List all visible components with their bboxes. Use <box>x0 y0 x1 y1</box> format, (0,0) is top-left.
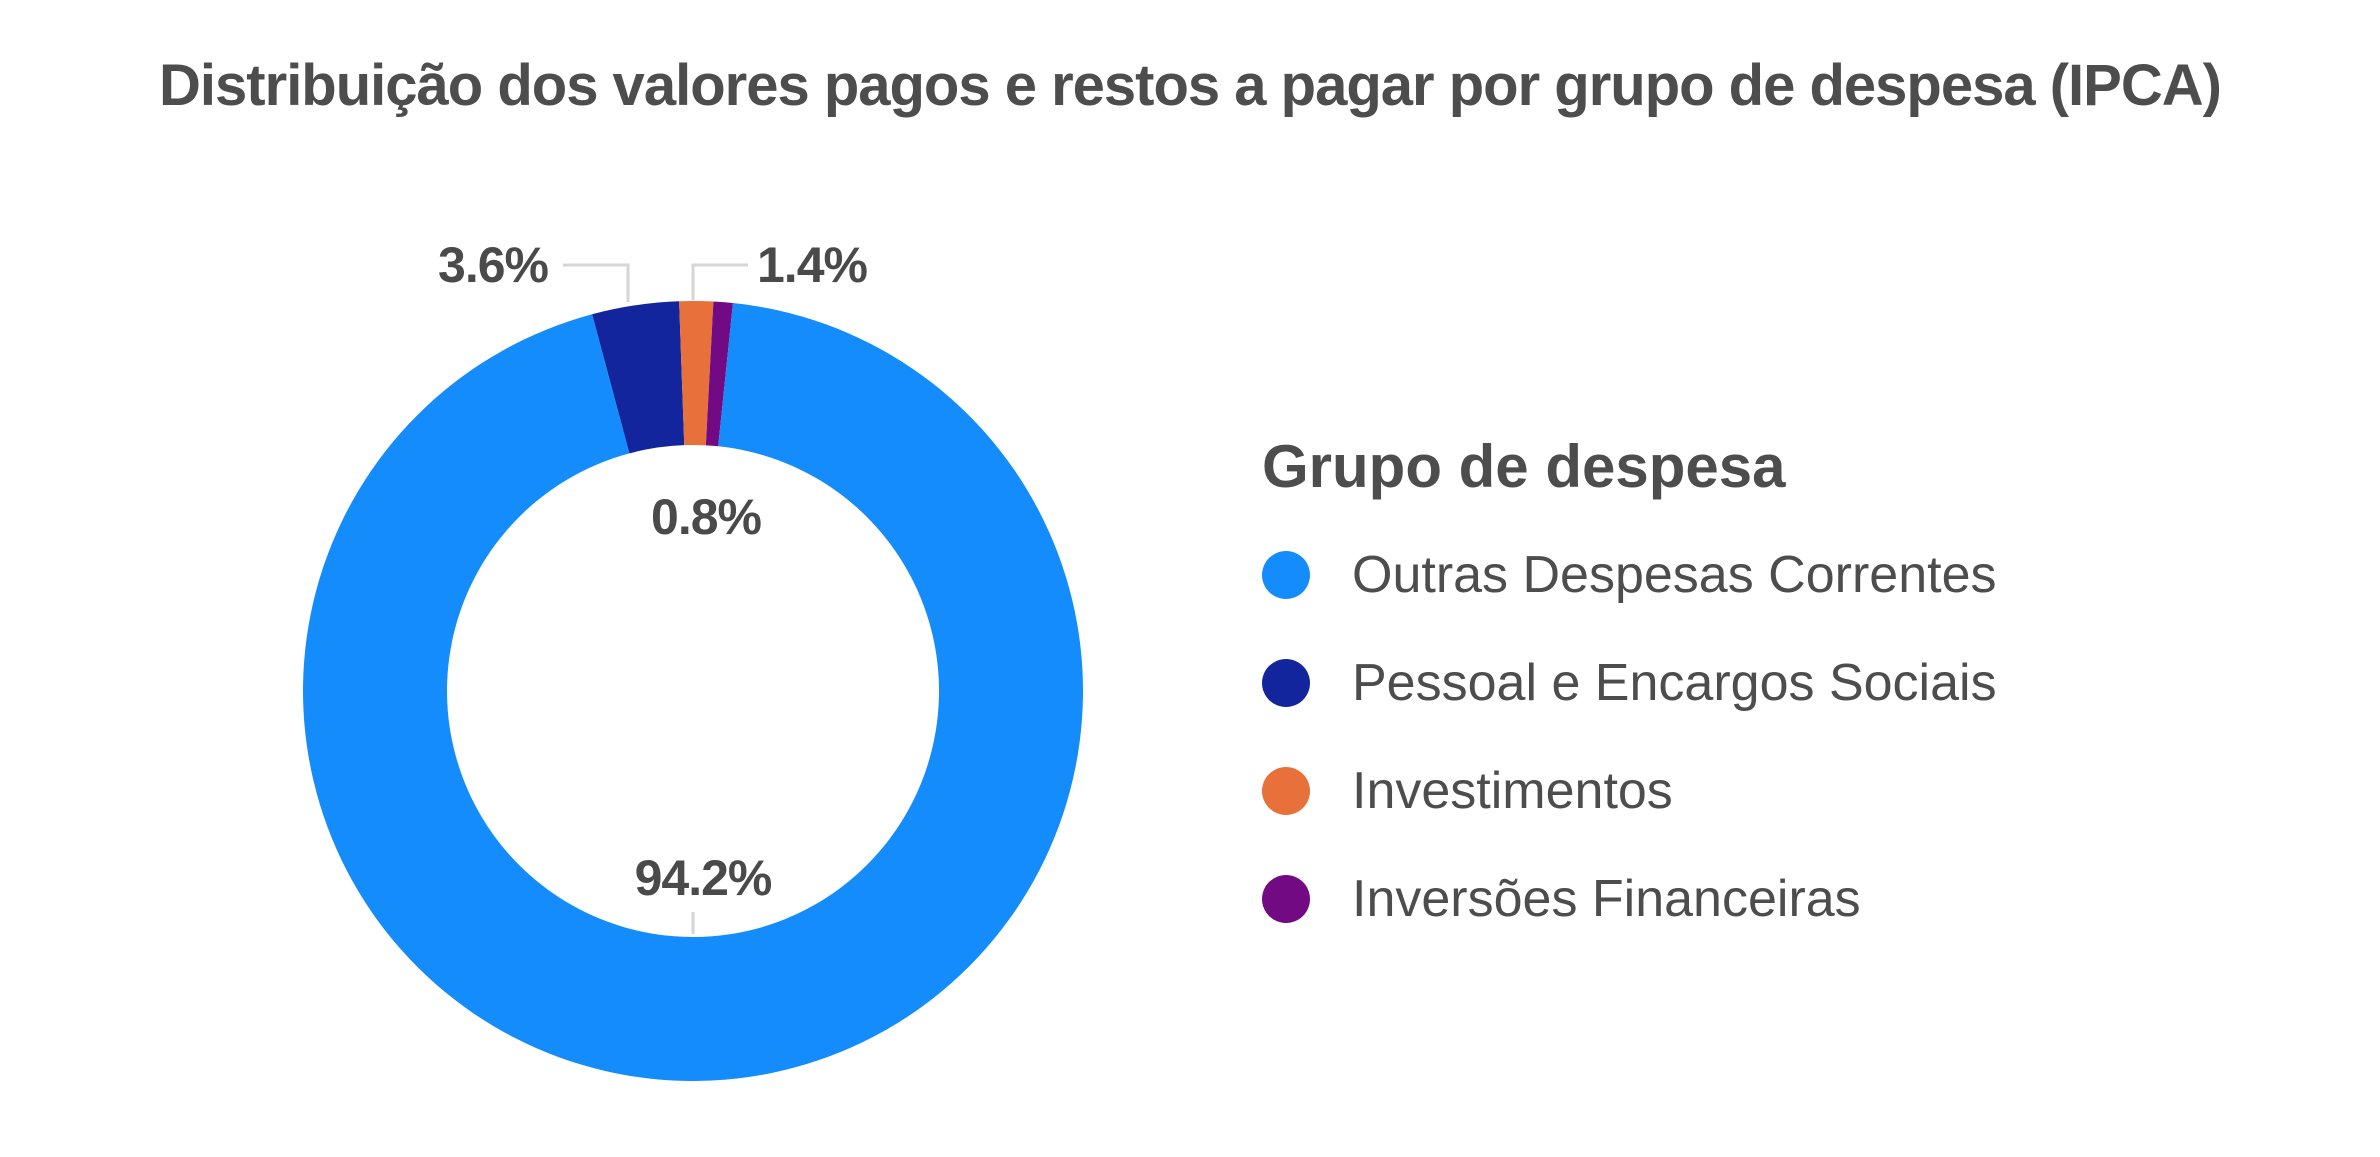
legend: Grupo de despesa Outras Despesas Corrent… <box>1262 432 1997 953</box>
legend-label: Pessoal e Encargos Sociais <box>1352 654 1997 712</box>
data-labels: 94.2% 3.6% 1.4% 0.8% <box>438 237 868 906</box>
slice-pessoal-encargos-sociais <box>592 301 685 454</box>
leader-lines <box>563 263 748 934</box>
chart-title: Distribuição dos valores pagos e restos … <box>159 53 2222 118</box>
leader-line-pessoal-encargos-sociais <box>563 263 630 302</box>
slice-investimentos <box>679 301 714 446</box>
slice-inversoes-financeiras <box>705 301 733 447</box>
data-label-outras-despesas-correntes: 94.2% <box>635 850 772 906</box>
legend-label: Inversões Financeiras <box>1352 870 1861 928</box>
legend-swatch-icon <box>1262 767 1310 815</box>
legend-swatch-icon <box>1262 875 1310 923</box>
donut-slices <box>302 301 1083 1081</box>
legend-item-investimentos: Investimentos <box>1262 737 1997 845</box>
legend-item-pessoal-encargos-sociais: Pessoal e Encargos Sociais <box>1262 629 1997 737</box>
legend-label: Outras Despesas Correntes <box>1352 546 1997 604</box>
legend-item-outras-despesas-correntes: Outras Despesas Correntes <box>1262 521 1997 629</box>
legend-item-inversoes-financeiras: Inversões Financeiras <box>1262 845 1997 953</box>
legend-items: Outras Despesas Correntes Pessoal e Encar… <box>1262 521 1997 953</box>
leader-line-investimentos <box>691 263 748 300</box>
legend-title: Grupo de despesa <box>1262 433 1786 500</box>
legend-label: Investimentos <box>1352 762 1673 820</box>
legend-swatch-icon <box>1262 659 1310 707</box>
data-label-pessoal-encargos-sociais: 3.6% <box>438 237 549 293</box>
slice-outras-despesas-correntes <box>302 303 1083 1081</box>
data-label-investimentos: 1.4% <box>757 237 868 293</box>
legend-swatch-icon <box>1262 551 1310 599</box>
data-label-inversoes-financeiras: 0.8% <box>651 489 762 545</box>
